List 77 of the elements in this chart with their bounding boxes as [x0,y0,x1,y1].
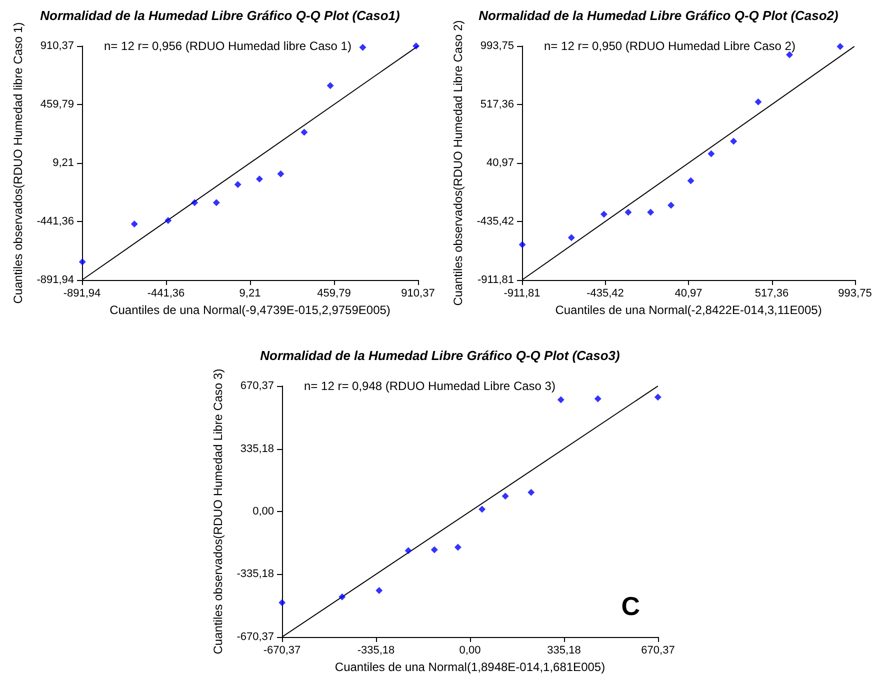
point [754,98,762,106]
point [412,42,420,50]
x-tick-label: 0,00 [459,644,481,656]
point [687,177,694,184]
point [212,199,220,206]
x-tick-label: -911,81 [504,288,540,300]
point [376,587,383,594]
point [164,217,172,224]
point [730,138,738,145]
y-tick-label: 670,37 [240,380,274,392]
point [278,599,286,606]
annotation: C [621,591,640,621]
point [654,394,662,401]
x-tick-label: -435,42 [586,288,624,300]
point [326,82,334,90]
point [518,241,526,248]
x-tick-label: -891,94 [63,288,101,300]
x-tick-label: 335,18 [547,644,581,656]
point [557,396,564,404]
point [338,593,346,600]
point [502,492,509,500]
x-tick-label: 670,37 [641,644,675,656]
annotation: n= 12 r= 0,950 (RDUO Humedad Libre Caso 2) [544,39,796,53]
y-tick-label: 335,18 [240,442,274,455]
y-tick-label: 0,00 [252,506,274,518]
point [234,180,242,188]
x-axis-title: Cuantiles de una Normal(-2,8422E-014,3,11E005) [555,303,822,317]
chart-title: Normalidad de la Humedad Libre Gráfico Q-Q Plot (Caso3) [260,348,620,363]
point [404,547,412,554]
point [600,210,608,218]
y-tick-label: -335,18 [236,568,274,580]
y-tick-label: 40,97 [486,157,514,169]
point [78,258,86,266]
y-tick-label: 517,36 [480,98,514,110]
y-tick-label: 910,37 [40,40,74,52]
y-tick-label: -670,37 [236,631,274,643]
point [191,199,198,206]
y-tick-label: 9,21 [52,157,74,169]
y-tick-label: -911,81 [478,274,514,286]
x-tick-label: 40,97 [674,288,702,300]
point [568,234,575,242]
point [668,202,675,209]
annotation: n= 12 r= 0,948 (RDUO Humedad Libre Caso 3) [304,379,556,393]
point [836,42,844,50]
point [256,175,263,182]
point [647,208,654,216]
x-axis-title: Cuantiles de una Normal(1,8948E-014,1,681E005) [334,660,606,674]
point [300,128,308,136]
x-tick-label: -441,36 [147,288,185,300]
x-tick-label: 993,75 [838,288,872,300]
x-tick-label: -335,18 [357,644,395,656]
point [277,170,284,178]
point [130,220,138,228]
chart-title: Normalidad de la Humedad Libre Gráfico Q-Q Plot (Caso2) [478,8,838,23]
point [528,488,535,496]
y-tick-label: -441,36 [36,216,74,228]
chart-title: Normalidad de la Humedad Libre Gráfico Q-Q Plot (Caso1) [40,8,400,23]
annotation: n= 12 r= 0,956 (RDUO Humedad libre Caso 1) [104,39,352,53]
point [454,544,462,551]
x-axis-title: Cuantiles de una Normal(-9,4739E-015,2,9759E005) [110,303,390,317]
y-tick-label: 459,79 [40,98,74,110]
y-axis-title: Cuantiles observados(RDUO Humedad Libre Caso 3) [211,368,225,654]
x-tick-label: 517,36 [754,288,789,300]
x-tick-label: -670,37 [263,644,301,656]
y-tick-label: -891,94 [36,274,74,286]
point [478,506,486,513]
y-tick-label: -435,42 [476,216,514,228]
point [430,546,438,554]
y-axis-title: Cuantiles observados(RDUO Humedad libre Caso 1) [11,22,25,304]
point [594,395,602,402]
point [624,208,632,216]
y-tick-label: 993,75 [480,40,514,52]
y-axis-title: Cuantiles observados(RDUO Humedad Libre Caso 2) [451,20,465,306]
x-tick-label: 910,37 [401,288,435,300]
x-tick-label: 459,79 [317,288,351,300]
point [708,150,715,158]
point [359,44,366,51]
